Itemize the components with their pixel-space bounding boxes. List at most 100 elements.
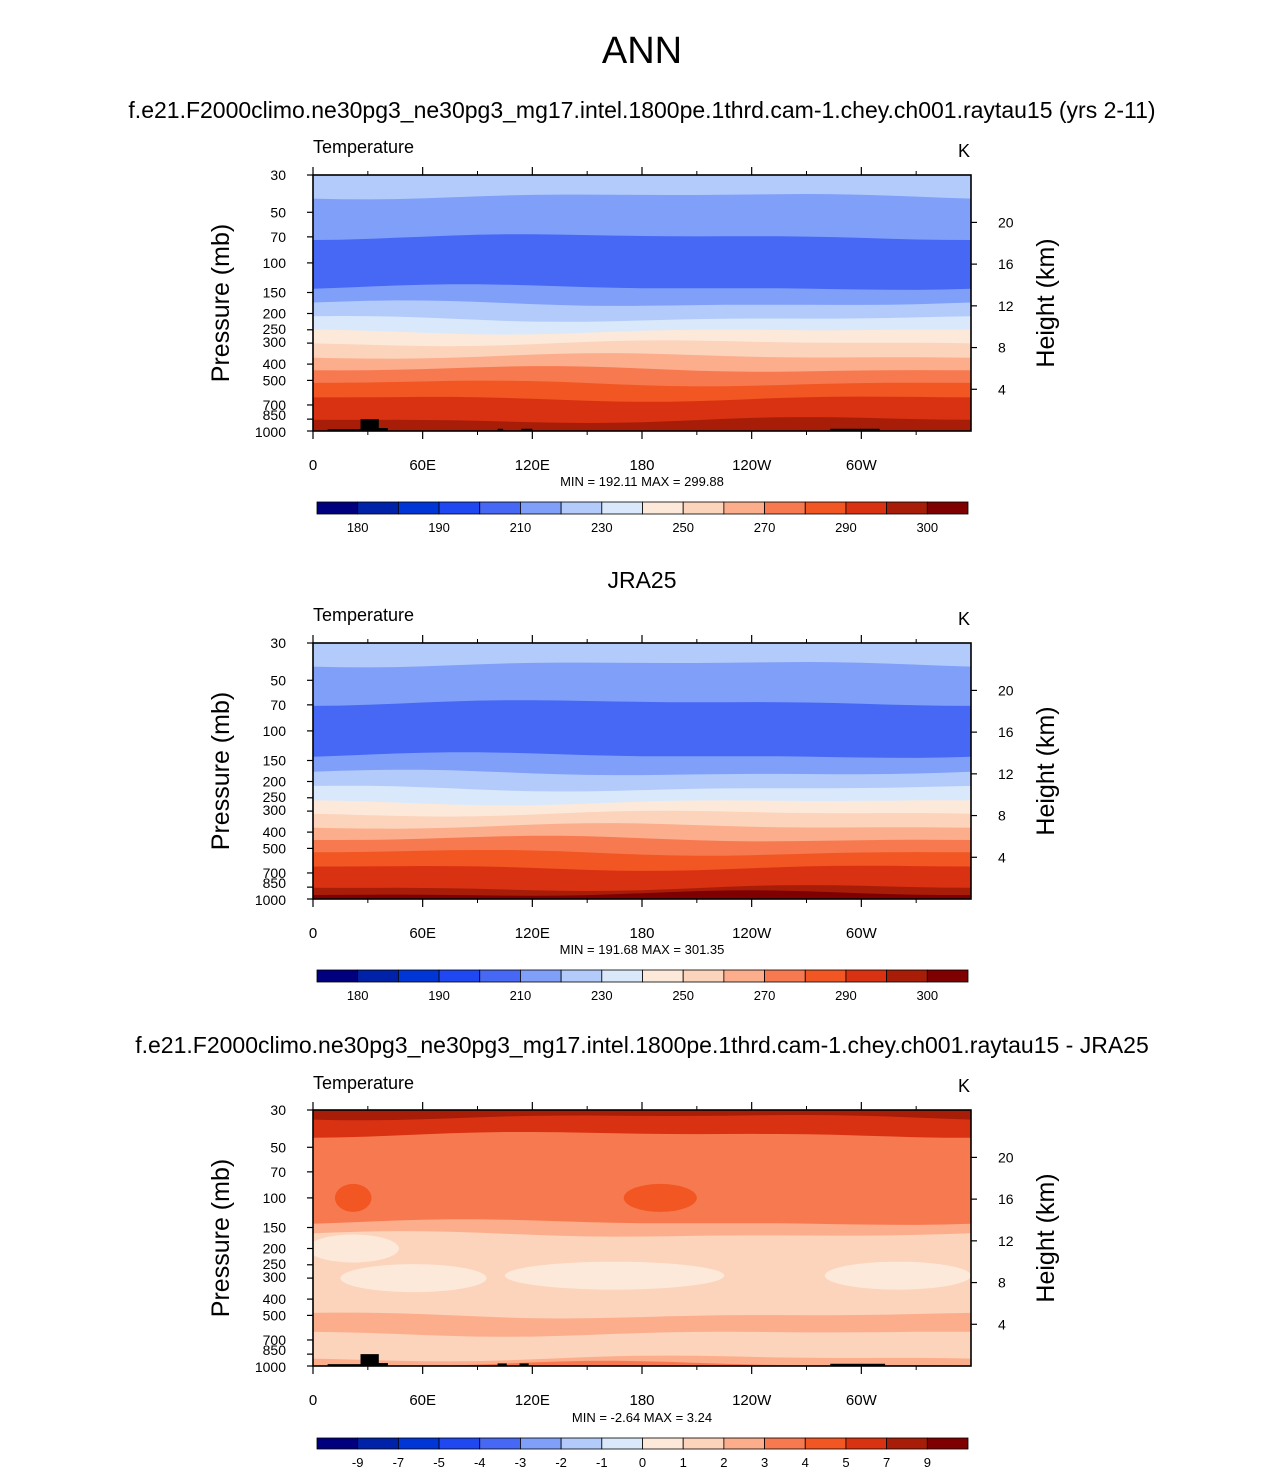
colorbar-box	[886, 969, 928, 983]
colorbar-label: 250	[672, 988, 694, 1003]
band	[313, 700, 971, 762]
y-tick-label: 500	[263, 840, 287, 856]
y-tick-label: 50	[270, 672, 286, 688]
height-tick-label: 8	[998, 340, 1006, 356]
colorbar-box	[764, 969, 806, 983]
x-tick-label: 120W	[732, 1392, 772, 1409]
panel-3-title: f.e21.F2000climo.ne30pg3_ne30pg3_mg17.in…	[135, 1032, 1149, 1058]
colorbar-label: 190	[428, 988, 450, 1003]
band	[313, 194, 971, 243]
y-tick-label: 300	[263, 1269, 287, 1285]
colorbar-box	[397, 501, 440, 515]
colorbar-label: 180	[347, 988, 369, 1003]
colorbar-box	[316, 501, 359, 515]
colorbar-label: -1	[596, 1455, 608, 1470]
colorbar-box	[438, 1437, 481, 1450]
colorbar-box	[397, 1437, 440, 1450]
y-tick-label: 700	[263, 1332, 287, 1348]
y-tick-label: 400	[263, 824, 287, 840]
x-tick-label: 60W	[846, 925, 878, 942]
height-tick-label: 12	[998, 1233, 1014, 1249]
colorbar-box	[845, 501, 888, 515]
x-tick-label: 120W	[732, 925, 772, 942]
colorbar-box	[723, 501, 765, 515]
main-title: ANN	[601, 30, 683, 72]
colorbar-box	[601, 501, 643, 515]
height-tick-label: 20	[998, 1149, 1014, 1165]
y-tick-label: 70	[270, 229, 286, 245]
y-tick-label: 200	[263, 774, 287, 790]
y-tick-label: 400	[263, 356, 287, 372]
anomaly-region	[504, 1261, 725, 1290]
colorbar-box	[886, 501, 928, 515]
panel-1-variable-label: Temperature	[313, 137, 415, 157]
y-tick-label: 250	[263, 1256, 287, 1272]
panel-2-min-max: MIN = 191.68 MAX = 301.35	[559, 942, 725, 957]
x-tick-label: 120W	[732, 457, 772, 474]
topography-mask	[497, 1363, 507, 1366]
colorbar-box	[397, 969, 440, 983]
colorbar-box	[845, 1437, 888, 1450]
x-tick-label: 0	[309, 925, 317, 942]
topography-mask	[327, 1364, 365, 1366]
colorbar-box	[520, 969, 562, 983]
panel-1-field	[313, 175, 971, 431]
x-tick-label: 120E	[515, 457, 550, 474]
y-tick-label: 500	[263, 1307, 287, 1323]
colorbar-box	[520, 501, 562, 515]
colorbar-label: 4	[802, 1455, 809, 1470]
colorbar-label: 180	[347, 520, 369, 535]
x-tick-label: 0	[309, 1392, 317, 1409]
x-tick-label: 0	[309, 457, 317, 474]
colorbar-label: -7	[393, 1455, 405, 1470]
panel-1-units-label: K	[958, 141, 971, 161]
y-tick-label: 250	[263, 789, 287, 805]
colorbar-box	[601, 1437, 643, 1450]
colorbar-box	[316, 969, 359, 983]
colorbar-box	[520, 1437, 562, 1450]
y-tick-label: 250	[263, 321, 287, 337]
panel-3-units-label: K	[958, 1076, 971, 1096]
colorbar-box	[357, 969, 399, 983]
topography-mask	[830, 1363, 886, 1366]
panel-3-variable-label: Temperature	[313, 1073, 415, 1093]
colorbar-label: 300	[916, 988, 938, 1003]
colorbar-box	[845, 969, 888, 983]
panel-2-title: JRA25	[607, 567, 677, 593]
y-axis-label: Pressure (mb)	[207, 224, 235, 382]
colorbar-box	[764, 501, 806, 515]
x-tick-label: 60W	[846, 457, 878, 474]
y-tick-label: 1000	[255, 1359, 286, 1375]
height-tick-label: 20	[998, 682, 1014, 698]
x-tick-label: 60E	[409, 457, 436, 474]
colorbar-label: 210	[510, 988, 532, 1003]
colorbar-box	[438, 969, 481, 983]
colorbar-label: 230	[591, 520, 613, 535]
colorbar-label: -5	[433, 1455, 445, 1470]
x-tick-label: 120E	[515, 925, 550, 942]
height-axis-label: Height (km)	[1032, 1173, 1060, 1302]
colorbar-box	[764, 1437, 806, 1450]
y-tick-label: 1000	[255, 892, 286, 908]
band	[313, 1360, 971, 1366]
panel-2: 3050701001502002503004005007008501000201…	[207, 635, 1060, 1003]
y-tick-label: 400	[263, 1291, 287, 1307]
colorbar-box	[560, 969, 603, 983]
panel-2-variable-label: Temperature	[313, 605, 415, 625]
anomaly-region	[824, 1261, 971, 1290]
height-tick-label: 12	[998, 298, 1014, 314]
y-tick-label: 200	[263, 1241, 287, 1257]
colorbar-box	[804, 501, 847, 515]
x-tick-label: 180	[629, 457, 654, 474]
x-tick-label: 60W	[846, 1392, 878, 1409]
anomaly-region	[340, 1264, 487, 1293]
colorbar-label: -9	[352, 1455, 364, 1470]
band	[313, 1132, 971, 1229]
colorbar-label: 300	[916, 520, 938, 535]
topography-mask	[376, 428, 388, 431]
colorbar-label: 2	[720, 1455, 727, 1470]
y-tick-label: 850	[263, 1342, 287, 1358]
y-tick-label: 100	[263, 1190, 287, 1206]
panel-3-min-max: MIN = -2.64 MAX = 3.24	[571, 1410, 713, 1425]
colorbar-box	[316, 1437, 359, 1450]
